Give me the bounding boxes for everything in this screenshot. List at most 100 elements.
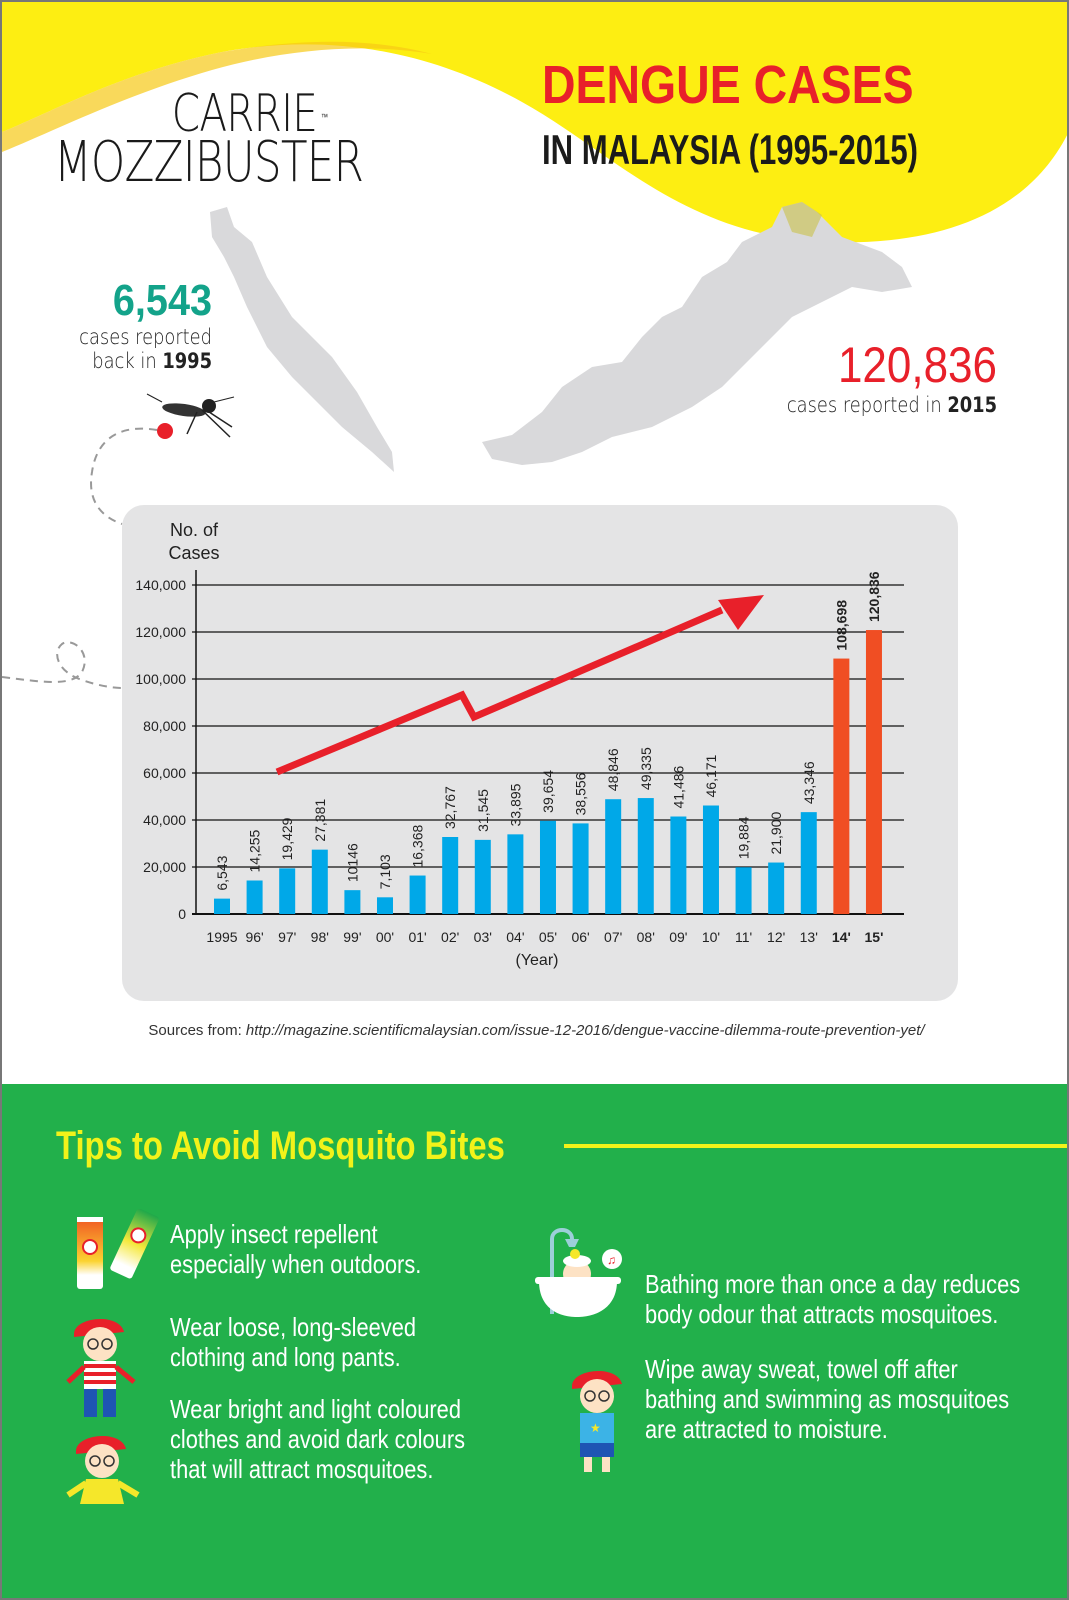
bar-value-label: 16,368 <box>410 825 426 868</box>
bar <box>474 839 491 914</box>
boy-striped-shirt-icon <box>66 1319 136 1417</box>
bar <box>442 836 459 914</box>
x-axis-label: (Year) <box>516 952 559 969</box>
x-tick-label: 01' <box>408 929 426 945</box>
tip-3: Wear bright and light coloured clothes a… <box>170 1394 465 1484</box>
bar-value-label: 10146 <box>344 843 360 882</box>
x-tick-label: 1995 <box>206 929 237 945</box>
page-subtitle: IN MALAYSIA (1995-2015) <box>542 126 918 173</box>
cases-2015-year: 2015 <box>947 393 997 417</box>
trend-arrowhead-icon <box>718 595 764 630</box>
y-tick-label: 0 <box>178 906 186 922</box>
bar-value-label: 14,255 <box>247 829 263 872</box>
bar <box>670 816 687 914</box>
bar-value-label: 108,698 <box>833 600 849 651</box>
y-tick-label: 20,000 <box>143 859 186 875</box>
bar-value-label: 6,543 <box>214 855 230 890</box>
x-tick-label: 12' <box>767 929 785 945</box>
x-tick-label: 00' <box>376 929 394 945</box>
cases-2015-number: 120,836 <box>837 337 997 393</box>
tips-title-rule <box>564 1144 1067 1148</box>
mosquito-flight-path <box>2 393 235 689</box>
bar <box>279 868 296 914</box>
x-tick-label: 09' <box>669 929 687 945</box>
tip-5: Wipe away sweat, towel off after bathing… <box>645 1354 1009 1444</box>
bar <box>311 849 328 914</box>
bar-value-label: 39,654 <box>540 770 556 813</box>
tip-5-line2: bathing and swimming as mosquitoes <box>645 1384 1010 1414</box>
x-tick-label: 14' <box>832 929 851 945</box>
bar <box>376 897 393 914</box>
x-tick-label: 98' <box>311 929 329 945</box>
bar-value-label: 38,556 <box>573 772 589 815</box>
brand-line1: CARRIE <box>171 84 318 144</box>
tip-4: Bathing more than once a day reduces bod… <box>645 1269 1020 1329</box>
callout-1995: 6,543 cases reported back in 1995 <box>42 276 212 374</box>
bar-value-label: 31,545 <box>475 789 491 832</box>
bar <box>768 862 785 914</box>
cases-2015-label: cases reported in 2015 <box>746 393 997 417</box>
y-tick-label: 60,000 <box>143 765 186 781</box>
bar <box>637 798 654 914</box>
x-tick-label: 97' <box>278 929 296 945</box>
svg-text:★: ★ <box>590 1421 601 1435</box>
mosquito-icon <box>146 393 235 438</box>
tip-5-line1: Wipe away sweat, towel off after <box>645 1354 958 1384</box>
tip-4-line2: body odour that attracts mosquitoes. <box>645 1299 999 1329</box>
source-link[interactable]: http://magazine.scientificmalaysian.com/… <box>245 1022 925 1039</box>
y-tick-label: 120,000 <box>135 624 186 640</box>
bar <box>507 834 524 914</box>
repellent-tubes-icon <box>77 1209 159 1289</box>
x-tick-label: 03' <box>474 929 492 945</box>
brand-line2: MOZZIBUSTER <box>54 130 364 195</box>
bar-value-label: 19,884 <box>736 816 752 859</box>
bar-value-label: 43,346 <box>801 761 817 804</box>
bar <box>572 823 589 914</box>
tip-4-line1: Bathing more than once a day reduces <box>645 1269 1021 1299</box>
yellow-wave-background <box>2 2 1067 243</box>
source-label: Sources from: <box>148 1022 246 1039</box>
x-tick-label: 04' <box>506 929 524 945</box>
x-tick-label: 02' <box>441 929 459 945</box>
x-tick-label: 06' <box>571 929 589 945</box>
bar-value-label: 19,429 <box>279 817 295 860</box>
y-axis-label: No. of Cases <box>168 520 220 563</box>
bar-value-label: 48,846 <box>605 748 621 791</box>
cases-2015-prefix: cases reported in <box>786 393 948 417</box>
svg-text:♫: ♫ <box>607 1253 616 1267</box>
cases-1995-number: 6,543 <box>112 276 212 325</box>
x-tick-label: 99' <box>343 929 361 945</box>
bar <box>344 890 361 914</box>
tip-3-line1: Wear bright and light coloured <box>170 1394 461 1424</box>
y-tick-label: 80,000 <box>143 718 186 734</box>
bar-value-label: 46,171 <box>703 754 719 797</box>
tips-title: Tips to Avoid Mosquito Bites <box>56 1124 505 1168</box>
bar-value-label: 32,767 <box>442 786 458 829</box>
x-tick-label: 10' <box>702 929 720 945</box>
bar-value-label: 41,486 <box>670 765 686 808</box>
tip-2-line1: Wear loose, long-sleeved <box>170 1312 417 1342</box>
bar-value-label: 7,103 <box>377 854 393 889</box>
y-tick-label: 140,000 <box>135 577 186 593</box>
y-tick-label: 40,000 <box>143 812 186 828</box>
bar <box>800 812 817 914</box>
source-citation: Sources from: http://magazine.scientific… <box>2 1022 1067 1039</box>
bar <box>833 658 850 914</box>
bar <box>865 630 882 914</box>
chart-panel <box>122 505 958 1001</box>
y-tick-label: 100,000 <box>135 671 186 687</box>
tip-3-line3: that will attract mosquitoes. <box>170 1454 434 1484</box>
x-tick-label: 11' <box>735 929 752 945</box>
tip-1-line1: Apply insect repellent <box>170 1219 378 1249</box>
cases-1995-prefix: back in <box>92 349 163 373</box>
bar-value-label: 120,836 <box>866 571 882 622</box>
trend-arrow <box>275 606 724 776</box>
tip-3-line2: clothes and avoid dark colours <box>170 1424 466 1454</box>
callout-2015: 120,836 cases reported in 2015 <box>702 337 997 417</box>
bar <box>735 867 752 914</box>
x-tick-label: 15' <box>865 929 884 945</box>
x-tick-label: 08' <box>637 929 655 945</box>
red-dot-icon <box>157 423 173 439</box>
bar <box>246 880 263 914</box>
